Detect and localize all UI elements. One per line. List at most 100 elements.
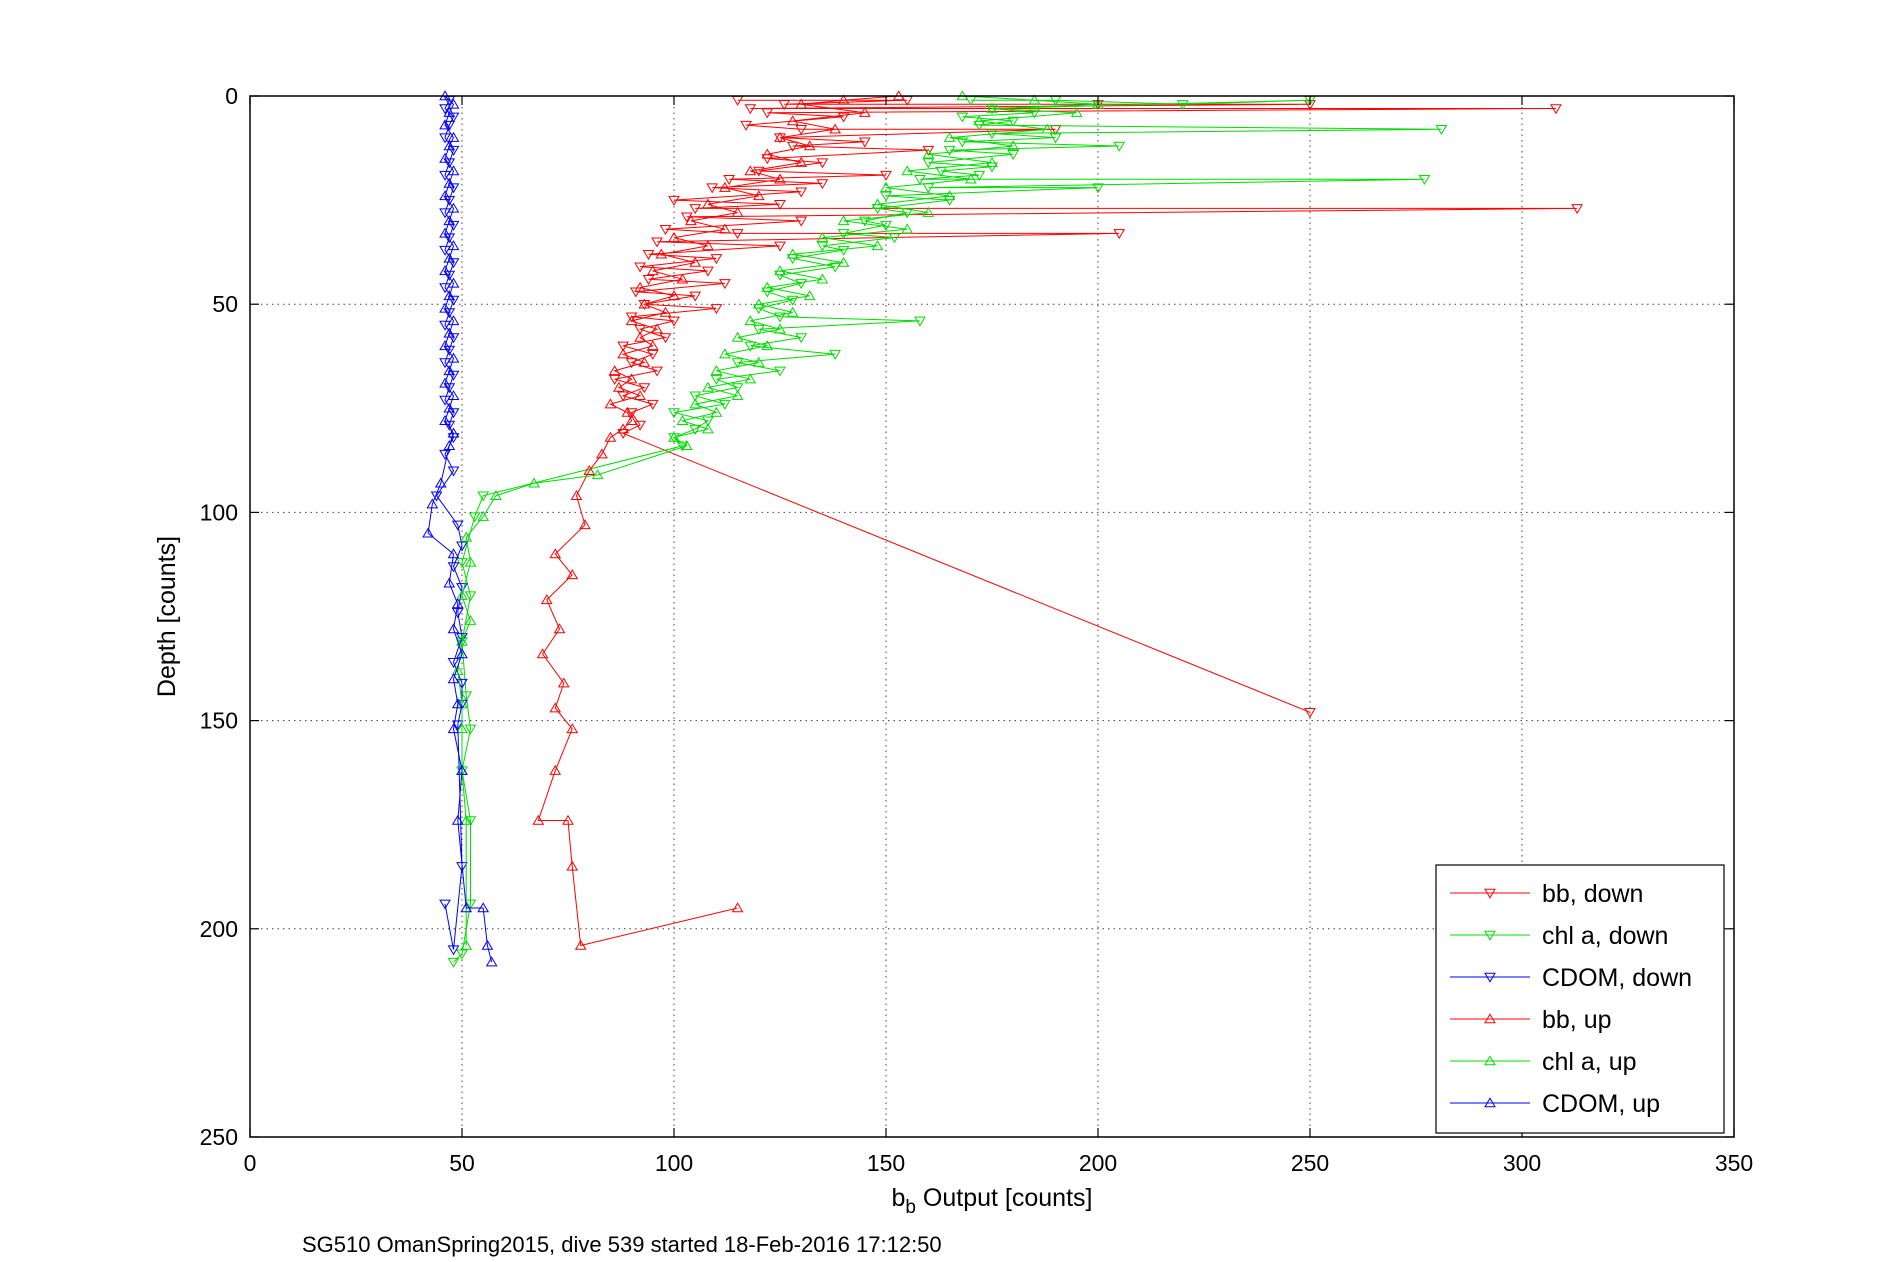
legend-label: bb, up — [1542, 1006, 1612, 1034]
data-point — [460, 814, 473, 825]
data-point — [634, 390, 646, 401]
data-point — [1092, 183, 1104, 194]
data-point — [566, 860, 579, 871]
data-point — [659, 224, 672, 235]
data-point — [689, 256, 702, 267]
data-point — [439, 395, 451, 406]
data-point — [456, 949, 468, 960]
data-point — [426, 498, 439, 509]
data-point — [710, 304, 723, 315]
data-point — [1007, 116, 1020, 127]
x-tick-label: 50 — [449, 1150, 475, 1176]
data-point — [464, 591, 477, 602]
data-point — [710, 406, 723, 417]
data-point — [744, 165, 757, 176]
legend-marker — [1484, 888, 1496, 899]
data-point — [439, 133, 451, 144]
data-point — [456, 589, 468, 600]
legend-item: bb, up — [1450, 1006, 1612, 1034]
data-point — [570, 490, 583, 500]
data-point — [829, 349, 841, 360]
data-point — [447, 466, 460, 477]
data-point — [659, 333, 672, 344]
data-point — [485, 956, 498, 967]
data-point — [723, 175, 735, 186]
data-point — [574, 939, 587, 950]
legend-item: bb, down — [1450, 880, 1643, 908]
data-point — [443, 440, 456, 451]
legend-item: CDOM, up — [1450, 1090, 1660, 1118]
data-point — [625, 408, 638, 419]
y-axis-label: Depth [counts] — [153, 536, 181, 697]
data-point — [778, 100, 791, 111]
data-point — [786, 295, 799, 306]
data-point — [451, 520, 464, 531]
data-point — [702, 198, 714, 209]
data-point — [646, 399, 659, 410]
data-point — [443, 383, 456, 394]
data-point — [646, 349, 659, 360]
chart-caption: SG510 OmanSpring2015, dive 539 started 1… — [302, 1232, 942, 1257]
data-point — [922, 206, 935, 217]
data-point — [888, 233, 901, 244]
data-point — [668, 316, 680, 327]
data-point — [646, 340, 659, 351]
data-point — [460, 691, 473, 702]
data-point — [613, 381, 625, 392]
data-point — [596, 448, 608, 459]
data-point — [456, 541, 468, 552]
data-point — [731, 383, 744, 394]
data-point — [464, 556, 477, 567]
data-point — [816, 231, 829, 242]
data-point — [443, 365, 456, 376]
data-point — [719, 348, 731, 359]
data-point — [468, 512, 481, 523]
data-point — [706, 183, 719, 194]
data-point — [447, 673, 460, 684]
data-point — [447, 723, 460, 734]
data-point — [774, 366, 786, 377]
data-point — [540, 594, 553, 605]
data-point — [761, 340, 774, 351]
data-point — [464, 816, 477, 827]
data-point — [871, 240, 884, 251]
data-point — [651, 323, 663, 334]
data-point — [443, 195, 456, 206]
data-point — [439, 358, 451, 369]
data-point — [625, 415, 638, 426]
data-point — [443, 270, 456, 281]
data-point — [702, 416, 714, 427]
data-point — [604, 398, 617, 409]
data-point — [464, 899, 477, 910]
data-point — [744, 104, 757, 115]
data-point — [752, 190, 765, 201]
data-point — [625, 358, 638, 369]
data-point — [702, 423, 714, 434]
data-point — [651, 366, 663, 377]
data-point — [795, 156, 808, 167]
data-point — [731, 358, 744, 369]
data-point — [434, 477, 447, 488]
data-point — [1092, 98, 1104, 109]
data-point — [439, 265, 451, 276]
data-point — [591, 469, 604, 480]
data-point — [447, 240, 460, 251]
data-point — [752, 298, 765, 309]
data-point — [460, 902, 473, 913]
data-point — [1028, 108, 1041, 119]
data-point — [447, 945, 460, 956]
data-point — [443, 420, 456, 431]
data-point — [464, 614, 477, 625]
data-point — [443, 120, 456, 131]
data-point — [477, 510, 490, 521]
data-point — [642, 249, 655, 260]
data-point — [719, 181, 731, 192]
data-point — [858, 216, 871, 227]
data-point — [689, 204, 702, 215]
data-point — [439, 152, 451, 163]
y-tick-label: 250 — [200, 1124, 238, 1150]
data-point — [655, 248, 668, 259]
data-point — [642, 274, 655, 285]
data-point — [549, 702, 562, 713]
data-point — [752, 356, 765, 367]
